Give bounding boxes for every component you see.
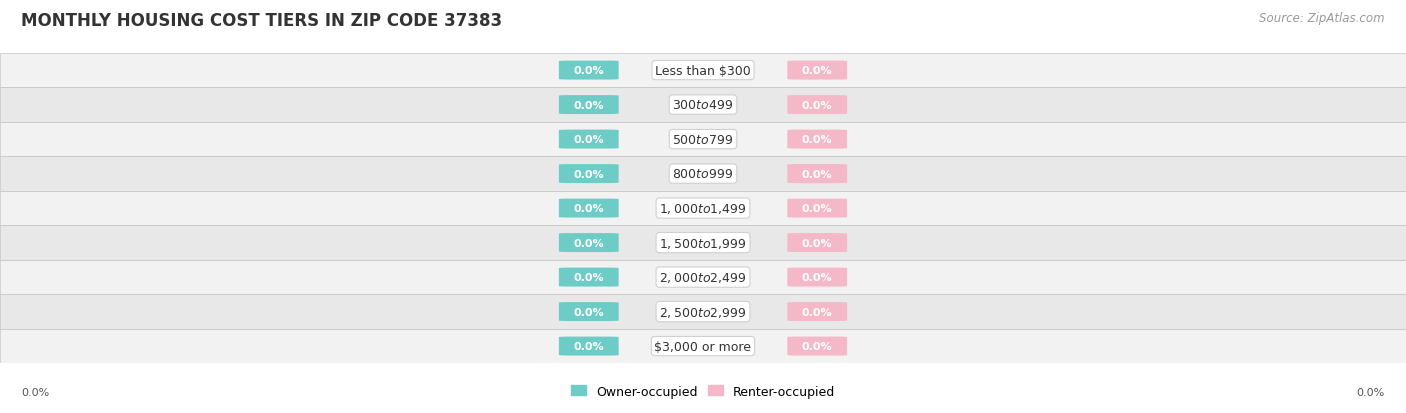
Text: 0.0%: 0.0% (574, 169, 605, 179)
Text: 0.0%: 0.0% (1357, 387, 1385, 397)
Text: 0.0%: 0.0% (574, 204, 605, 214)
Bar (0, 157, 1406, 191)
Bar (0, 191, 1406, 226)
Bar (0, 329, 1406, 363)
FancyBboxPatch shape (787, 62, 846, 81)
Text: 0.0%: 0.0% (574, 100, 605, 110)
Text: MONTHLY HOUSING COST TIERS IN ZIP CODE 37383: MONTHLY HOUSING COST TIERS IN ZIP CODE 3… (21, 12, 502, 30)
FancyBboxPatch shape (787, 199, 846, 218)
Text: 0.0%: 0.0% (801, 100, 832, 110)
FancyBboxPatch shape (560, 165, 619, 184)
Bar (0, 294, 1406, 329)
Text: 0.0%: 0.0% (801, 135, 832, 145)
FancyBboxPatch shape (787, 268, 846, 287)
Text: 0.0%: 0.0% (574, 341, 605, 351)
Bar (0, 88, 1406, 123)
Bar (0, 226, 1406, 260)
Text: $3,000 or more: $3,000 or more (655, 340, 751, 353)
Text: $2,500 to $2,999: $2,500 to $2,999 (659, 305, 747, 319)
FancyBboxPatch shape (560, 233, 619, 252)
Text: 0.0%: 0.0% (801, 273, 832, 282)
FancyBboxPatch shape (787, 233, 846, 252)
Bar (0, 54, 1406, 88)
Bar (0, 226, 1406, 260)
Text: 0.0%: 0.0% (574, 273, 605, 282)
FancyBboxPatch shape (560, 62, 619, 81)
Bar (0, 157, 1406, 191)
Text: $300 to $499: $300 to $499 (672, 99, 734, 112)
Text: 0.0%: 0.0% (21, 387, 49, 397)
FancyBboxPatch shape (560, 199, 619, 218)
Bar (0, 88, 1406, 123)
Text: 0.0%: 0.0% (574, 238, 605, 248)
Bar (0, 329, 1406, 363)
Text: $1,000 to $1,499: $1,000 to $1,499 (659, 202, 747, 216)
FancyBboxPatch shape (560, 96, 619, 115)
FancyBboxPatch shape (787, 165, 846, 184)
Bar (0, 260, 1406, 294)
Text: 0.0%: 0.0% (801, 238, 832, 248)
Text: 0.0%: 0.0% (801, 204, 832, 214)
Text: 0.0%: 0.0% (574, 307, 605, 317)
FancyBboxPatch shape (560, 268, 619, 287)
Text: $1,500 to $1,999: $1,500 to $1,999 (659, 236, 747, 250)
Text: 0.0%: 0.0% (801, 169, 832, 179)
Text: 0.0%: 0.0% (574, 66, 605, 76)
FancyBboxPatch shape (787, 337, 846, 356)
FancyBboxPatch shape (560, 302, 619, 321)
Text: 0.0%: 0.0% (801, 341, 832, 351)
Bar (0, 260, 1406, 294)
Text: Source: ZipAtlas.com: Source: ZipAtlas.com (1260, 12, 1385, 25)
Text: $2,000 to $2,499: $2,000 to $2,499 (659, 271, 747, 285)
FancyBboxPatch shape (787, 302, 846, 321)
Bar (0, 54, 1406, 88)
Bar (0, 294, 1406, 329)
FancyBboxPatch shape (787, 130, 846, 149)
Text: 0.0%: 0.0% (574, 135, 605, 145)
Text: 0.0%: 0.0% (801, 307, 832, 317)
Bar (0, 123, 1406, 157)
Legend: Owner-occupied, Renter-occupied: Owner-occupied, Renter-occupied (567, 380, 839, 403)
Bar (0, 123, 1406, 157)
Text: $800 to $999: $800 to $999 (672, 168, 734, 180)
Text: $500 to $799: $500 to $799 (672, 133, 734, 146)
FancyBboxPatch shape (560, 130, 619, 149)
FancyBboxPatch shape (787, 96, 846, 115)
Bar (0, 191, 1406, 226)
Text: 0.0%: 0.0% (801, 66, 832, 76)
FancyBboxPatch shape (560, 337, 619, 356)
Text: Less than $300: Less than $300 (655, 64, 751, 77)
